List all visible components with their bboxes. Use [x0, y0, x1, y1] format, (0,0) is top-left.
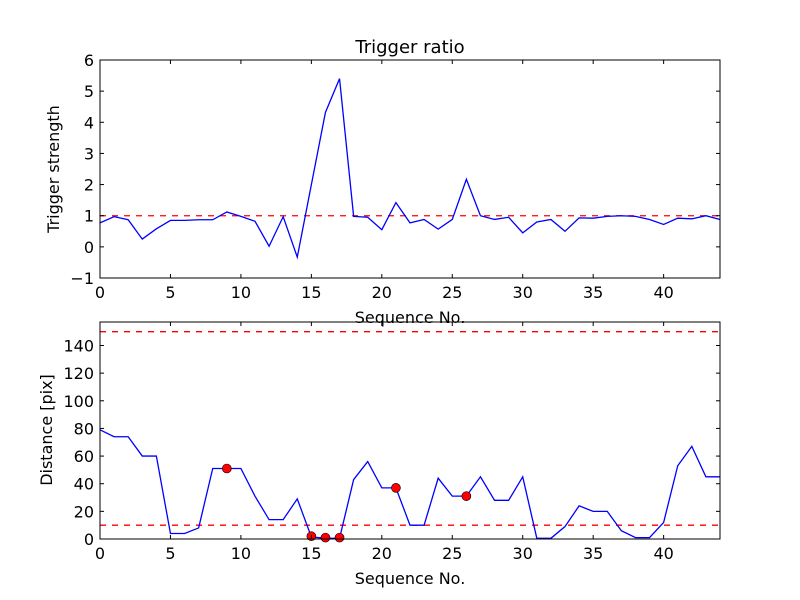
top-y-tick-label: 5	[84, 82, 94, 101]
bottom-axes: Sequence No. Distance [pix] 0 5 10 15 20 25 30…	[37, 321, 721, 588]
bottom-y-tick-label: 0	[84, 530, 94, 549]
top-x-tick-label: 0	[95, 283, 105, 302]
top-chart-title: Trigger ratio	[354, 37, 464, 58]
top-y-tick-label: 4	[84, 113, 94, 132]
bottom-y-tick-label: 80	[74, 419, 94, 438]
top-x-tick-label: 15	[301, 283, 321, 302]
top-x-tick-label: 5	[165, 283, 175, 302]
top-x-tick-label: 35	[583, 283, 603, 302]
bottom-y-tick-label: 20	[74, 502, 94, 521]
bottom-series-line	[99, 429, 720, 539]
top-y-axis-label: Trigger strength	[44, 105, 63, 234]
bottom-marker-point	[320, 532, 331, 543]
top-y-tick-label: −1	[70, 269, 94, 288]
top-x-tick-label: 10	[231, 283, 251, 302]
bottom-marker-point	[461, 491, 472, 501]
top-y-tick-label: 3	[84, 144, 94, 163]
bottom-x-tick-label: 30	[513, 544, 533, 563]
top-axes-frame	[99, 59, 721, 279]
bottom-x-tick-label: 5	[165, 544, 175, 563]
bottom-y-axis-label: Distance [pix]	[37, 374, 56, 486]
bottom-y-tick-label: 60	[74, 447, 94, 466]
top-y-tick-label: 1	[84, 207, 94, 226]
top-x-tick-label: 20	[372, 283, 392, 302]
top-x-tick-label: 40	[653, 283, 673, 302]
top-x-tick-label: 30	[513, 283, 533, 302]
bottom-marker-point	[222, 463, 232, 474]
top-y-tick-label: 2	[84, 176, 94, 195]
bottom-y-tick-label: 40	[74, 475, 94, 494]
bottom-axes-frame	[99, 321, 721, 540]
bottom-x-tick-label: 20	[372, 544, 392, 563]
bottom-marker-point	[391, 483, 401, 493]
top-y-tick-label: 6	[84, 51, 94, 70]
bottom-y-tick-label: 100	[63, 392, 94, 411]
bottom-x-tick-label: 0	[95, 544, 105, 563]
top-axes: Trigger ratio Sequence No. Trigger stren…	[44, 37, 721, 327]
bottom-x-tick-label: 40	[653, 544, 673, 563]
top-x-tick-label: 25	[442, 283, 462, 302]
top-series-line	[99, 78, 721, 260]
bottom-x-tick-label: 35	[583, 544, 603, 563]
bottom-y-tick-label: 140	[63, 336, 94, 355]
bottom-x-tick-label: 10	[231, 544, 251, 563]
bottom-x-tick-label: 15	[301, 544, 321, 563]
bottom-x-tick-label: 25	[442, 544, 462, 563]
top-y-tick-label: 0	[84, 238, 94, 257]
bottom-marker-point	[334, 532, 345, 543]
bottom-y-tick-label: 120	[63, 364, 94, 383]
top-x-axis-label: Sequence No.	[355, 308, 466, 327]
bottom-x-axis-label: Sequence No.	[355, 569, 466, 588]
